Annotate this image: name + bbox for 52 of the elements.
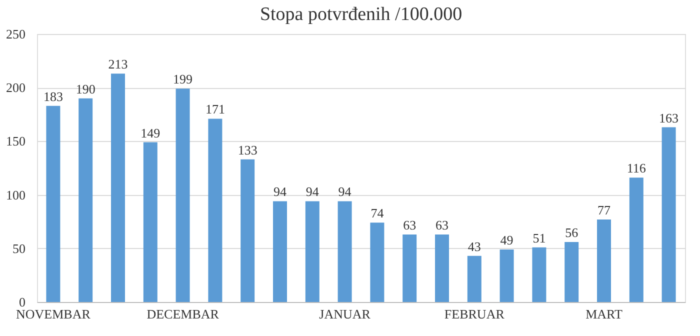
bar (564, 242, 579, 302)
x-tick-label: FEBRUAR (444, 306, 505, 322)
bar (467, 256, 482, 302)
data-label: 94 (274, 184, 287, 200)
bar (273, 201, 287, 302)
data-label: 199 (173, 72, 193, 87)
data-label: 94 (338, 184, 352, 200)
y-tick-label: 0 (19, 294, 26, 310)
y-tick-label: 250 (6, 26, 26, 42)
bar (597, 219, 611, 302)
data-label: 63 (436, 217, 448, 232)
data-label: 133 (238, 142, 258, 158)
bar (208, 118, 222, 302)
bar (435, 234, 449, 302)
data-label: 116 (626, 160, 646, 176)
data-label: 63 (403, 217, 416, 232)
bar (629, 178, 644, 302)
y-tick-label: 50 (12, 240, 26, 256)
bar (46, 106, 60, 302)
data-label: 94 (306, 184, 320, 200)
y-tick-label: 200 (6, 80, 26, 96)
bar (532, 247, 546, 302)
data-label: 51 (532, 230, 546, 246)
x-tick-label: MART (586, 306, 622, 322)
bar (111, 74, 125, 302)
bar (338, 201, 352, 302)
x-tick-label: DECEMBAR (146, 306, 220, 322)
y-tick-label: 100 (6, 187, 26, 202)
data-label: 190 (76, 81, 96, 96)
x-tick-label: JANUAR (319, 306, 371, 322)
data-label: 43 (468, 238, 481, 254)
chart-title: Stopa potvrđenih /100.000 (260, 4, 462, 25)
data-label: 171 (205, 102, 225, 117)
x-tick-label: NOVEMBAR (16, 306, 91, 322)
data-label: 183 (43, 88, 63, 104)
bar (370, 222, 384, 302)
data-label: 49 (500, 232, 514, 248)
bar (240, 159, 255, 302)
bar (500, 249, 514, 302)
data-label: 56 (565, 224, 579, 240)
data-label: 74 (370, 206, 384, 221)
data-label: 213 (108, 56, 128, 72)
data-label: 149 (140, 125, 160, 140)
data-label: 163 (659, 110, 679, 126)
bar (662, 127, 676, 302)
bar (305, 201, 320, 302)
bar (402, 234, 417, 302)
bar (78, 98, 93, 302)
bar (176, 88, 190, 302)
bar (143, 142, 158, 302)
data-label: 77 (598, 202, 611, 218)
y-tick-label: 150 (6, 134, 26, 149)
